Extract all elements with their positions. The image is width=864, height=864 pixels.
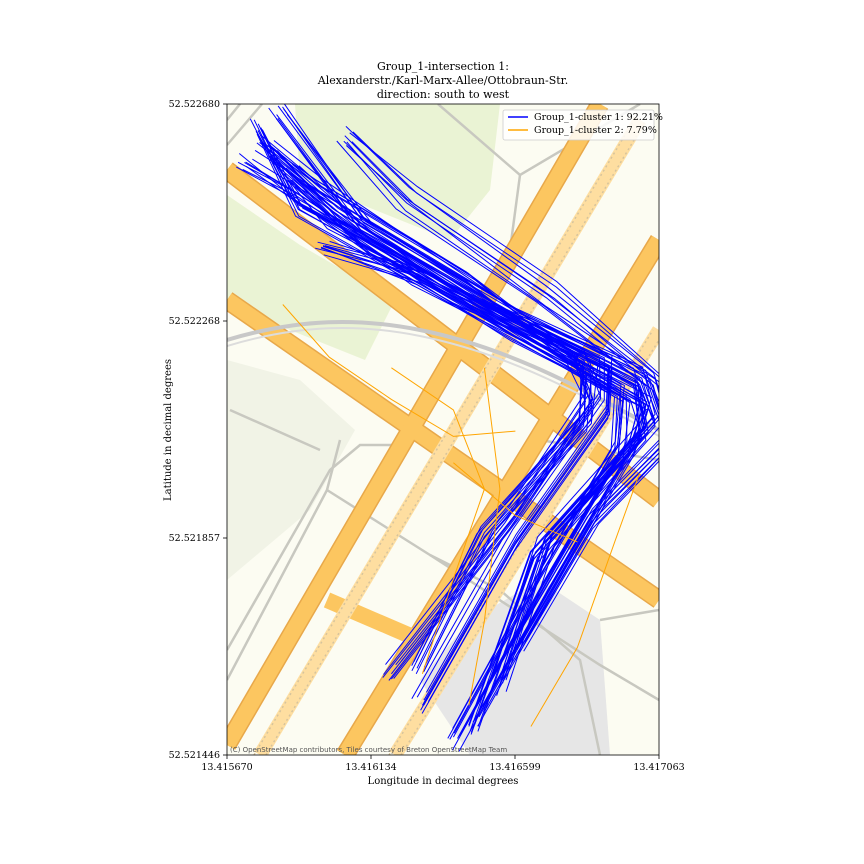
- legend-label-cluster-1: Group_1-cluster 1: 92.21%: [534, 112, 663, 123]
- trajectory-cluster-1: [317, 241, 642, 705]
- legend-label-cluster-2: Group_1-cluster 2: 7.79%: [534, 125, 657, 136]
- trajectory-cluster-1: [285, 167, 622, 729]
- trajectory-cluster-1: [288, 172, 622, 738]
- x-tick-label: 13.417063: [633, 762, 684, 773]
- legend: Group_1-cluster 1: 92.21% Group_1-cluste…: [502, 109, 663, 141]
- axes-frame: [226, 103, 660, 756]
- x-tick-label: 13.416599: [489, 762, 540, 773]
- trajectory-cluster-1: [324, 245, 652, 718]
- trajectory-cluster-1: [272, 148, 647, 724]
- trajectory-cluster-2: [468, 367, 501, 706]
- y-tick-label: 52.521857: [169, 533, 220, 544]
- trajectory-cluster-1: [345, 125, 659, 639]
- y-ticks: [223, 103, 227, 756]
- trajectory-cluster-1: [292, 163, 625, 734]
- chart-title-line-2: Alexanderstr./Karl-Marx-Allee/Ottobraun-…: [317, 74, 568, 87]
- x-tick-label: 13.416134: [345, 762, 396, 773]
- trajectory-cluster-1: [320, 247, 644, 722]
- trajectory-cluster-2: [453, 462, 578, 543]
- x-tick-label: 13.415670: [201, 762, 252, 773]
- y-axis-label: Latitude in decimal degrees: [163, 359, 174, 501]
- trajectory-cluster-1: [277, 118, 656, 696]
- railway: [227, 320, 659, 437]
- trajectory-cluster-1: [269, 156, 643, 733]
- park-area: [227, 360, 355, 580]
- map-attribution: (C) OpenStreetMap contributors, Tiles co…: [230, 746, 507, 754]
- legend-box: [502, 109, 655, 141]
- x-ticks: [226, 755, 660, 759]
- trajectory-cluster-1: [244, 162, 594, 666]
- y-tick-label: 52.522268: [169, 316, 220, 327]
- trajectory-layer: [236, 104, 659, 752]
- x-axis-label: Longitude in decimal degrees: [368, 776, 519, 787]
- trajectory-cluster-1: [283, 104, 656, 679]
- trajectory-cluster-1: [260, 142, 582, 672]
- chart-title-line-1: Group_1-intersection 1:: [377, 60, 509, 73]
- trajectory-cluster-1: [276, 114, 656, 685]
- alexanderstrasse-road: [227, 104, 607, 750]
- trajectory-cluster-1: [345, 145, 659, 661]
- trajectory-cluster-1: [268, 107, 648, 676]
- chart-title-line-3: direction: south to west: [377, 88, 510, 101]
- trajectory-cluster-1: [351, 141, 659, 652]
- y-tick-label: 52.522680: [169, 99, 220, 110]
- trajectory-cluster-1: [263, 142, 587, 669]
- trajectory-cluster-1: [268, 156, 647, 732]
- trajectory-cluster-1: [273, 140, 599, 673]
- trajectory-cluster-1: [322, 245, 648, 708]
- trajectory-cluster-2: [530, 473, 640, 727]
- trajectory-cluster-1: [268, 144, 592, 668]
- trajectory-cluster-1: [343, 140, 659, 651]
- y-tick-label: 52.521446: [169, 750, 220, 761]
- trajectory-cluster-1: [238, 153, 589, 665]
- trajectory-cluster-1: [291, 179, 624, 751]
- trajectory-cluster-1: [283, 177, 618, 740]
- park-area: [295, 104, 500, 240]
- trajectory-cluster-1: [253, 119, 605, 698]
- trajectory-cluster-1: [252, 158, 601, 679]
- trajectory-cluster-2: [282, 304, 516, 437]
